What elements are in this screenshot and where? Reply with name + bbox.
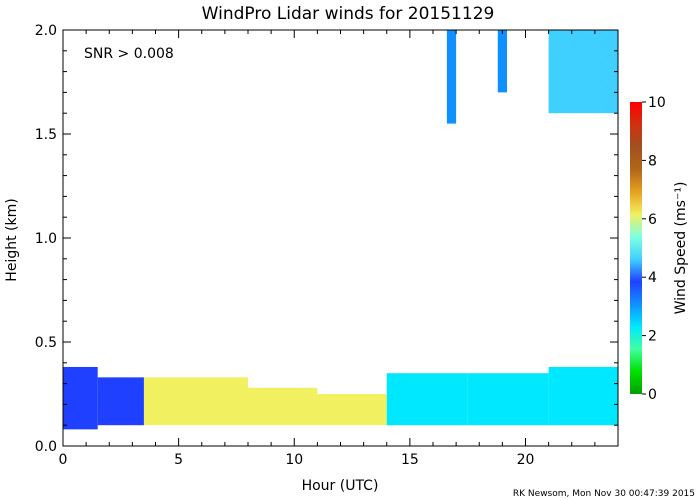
colorbar-tick-label-1: 2 — [648, 329, 657, 345]
x-tick-label-1: 5 — [174, 452, 183, 468]
colorbar-tick-label-3: 6 — [648, 212, 657, 228]
colorbar: 0 2 4 6 8 10 — [630, 95, 666, 403]
colorbar-tick-label-0: 0 — [648, 387, 657, 403]
plot-area — [63, 30, 618, 430]
x-tick-label-4: 20 — [517, 452, 535, 468]
y-tick-label-2: 1.0 — [35, 231, 57, 247]
heatmap-cell-6 — [467, 373, 549, 426]
colorbar-tick-label-2: 4 — [648, 270, 657, 286]
footer-credit: RK Newsom, Mon Nov 30 00:47:39 2015 — [513, 489, 695, 499]
y-tick-label-3: 1.5 — [35, 127, 57, 143]
heatmap-cell-4 — [317, 394, 387, 426]
y-tick-label-0: 0.0 — [35, 439, 57, 455]
x-tick-label-3: 15 — [401, 452, 419, 468]
y-tick-label-4: 2.0 — [35, 23, 57, 39]
x-tick-label-0: 0 — [59, 452, 68, 468]
colorbar-tick-label-4: 8 — [648, 153, 657, 169]
snr-annotation: SNR > 0.008 — [84, 46, 174, 62]
heatmap-cell-7 — [548, 366, 618, 426]
heatmap-cell-8 — [446, 30, 457, 124]
heatmap-cell-0 — [63, 366, 98, 430]
heatmap-cell-9 — [497, 30, 507, 93]
heatmap-cell-10 — [548, 30, 618, 114]
colorbar-tick-label-5: 10 — [648, 95, 666, 111]
heatmap-cell-1 — [97, 377, 144, 426]
heatmap-cell-3 — [248, 387, 318, 426]
heatmap-cell-5 — [386, 373, 468, 426]
y-axis-label: Height (km) — [4, 198, 20, 281]
colorbar-label: Wind Speed (ms⁻¹) — [673, 182, 689, 315]
heatmap-cell-2 — [143, 377, 248, 426]
y-tick-label-1: 0.5 — [35, 335, 57, 351]
chart-title: WindPro Lidar winds for 20151129 — [202, 4, 495, 24]
y-axis: 0.0 0.5 1.0 1.5 2.0 — [35, 23, 618, 455]
x-axis-label: Hour (UTC) — [302, 478, 379, 494]
x-tick-label-2: 10 — [285, 452, 303, 468]
colorbar-gradient — [630, 102, 642, 394]
x-axis: 0 5 10 15 20 — [59, 30, 619, 468]
